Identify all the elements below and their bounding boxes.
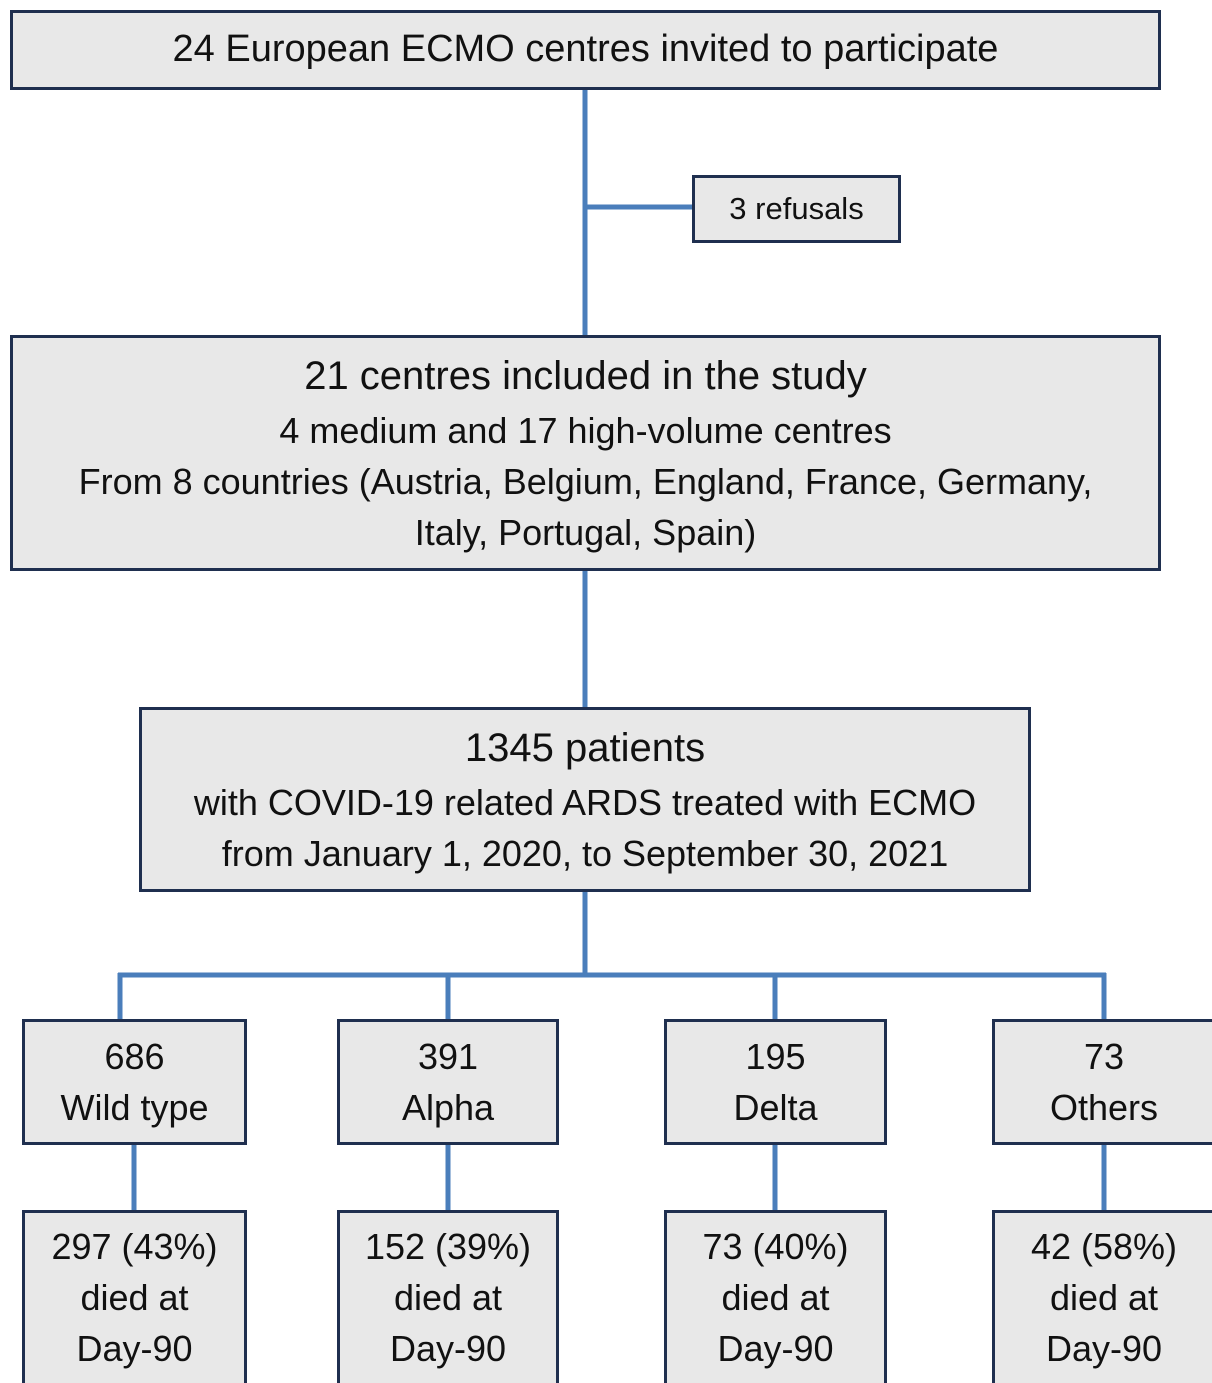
variant-name: Delta [733, 1087, 818, 1128]
patients-title: 1345 patients [464, 725, 706, 770]
variant-count: 686 [104, 1035, 165, 1077]
deaths: 73 (40%) [702, 1226, 849, 1267]
variant-box: 391 Alpha [337, 1019, 559, 1145]
included-line: From 8 countries (Austria, Belgium, Engl… [78, 460, 1093, 502]
day: Day-90 [76, 1328, 193, 1370]
variant-name: Alpha [401, 1087, 495, 1128]
outcome: died at [721, 1277, 830, 1319]
deaths: 42 (58%) [1030, 1226, 1178, 1267]
variant-count: 391 [417, 1035, 479, 1077]
included-title: 21 centres included in the study [304, 353, 867, 398]
refusals-box: 3 refusals [692, 175, 901, 243]
variant-box: 686 Wild type [22, 1019, 247, 1145]
variant-box: 195 Delta [664, 1019, 887, 1145]
outcome-box: 152 (39%) died at Day-90 [337, 1210, 559, 1383]
outcome-box: 42 (58%) died at Day-90 [992, 1210, 1212, 1383]
invited-box: 24 European ECMO centres invited to part… [10, 10, 1161, 90]
patients-line: with COVID-19 related ARDS treated with … [193, 781, 977, 823]
included-box: 21 centres included in the study 4 mediu… [10, 335, 1161, 571]
outcome: died at [1049, 1277, 1159, 1319]
variant-name: Wild type [60, 1087, 209, 1128]
deaths: 297 (43%) [51, 1226, 218, 1267]
outcome: died at [80, 1277, 189, 1319]
patients-line: from January 1, 2020, to September 30, 2… [221, 832, 949, 874]
variant-box: 73 Others [992, 1019, 1212, 1145]
patients-box: 1345 patients with COVID-19 related ARDS… [139, 707, 1031, 892]
variant-count: 73 [1083, 1035, 1125, 1077]
variant-name: Others [1049, 1087, 1159, 1128]
day: Day-90 [1045, 1328, 1163, 1370]
refusals-text: 3 refusals [729, 190, 864, 226]
outcome-box: 297 (43%) died at Day-90 [22, 1210, 247, 1383]
included-line: Italy, Portugal, Spain) [414, 511, 757, 553]
day: Day-90 [389, 1328, 507, 1370]
included-line: 4 medium and 17 high-volume centres [279, 409, 892, 451]
invited-text: 24 European ECMO centres invited to part… [172, 28, 999, 71]
outcome: died at [393, 1277, 503, 1319]
deaths: 152 (39%) [364, 1226, 532, 1267]
variant-count: 195 [745, 1035, 806, 1077]
outcome-box: 73 (40%) died at Day-90 [664, 1210, 887, 1383]
day: Day-90 [717, 1328, 834, 1370]
